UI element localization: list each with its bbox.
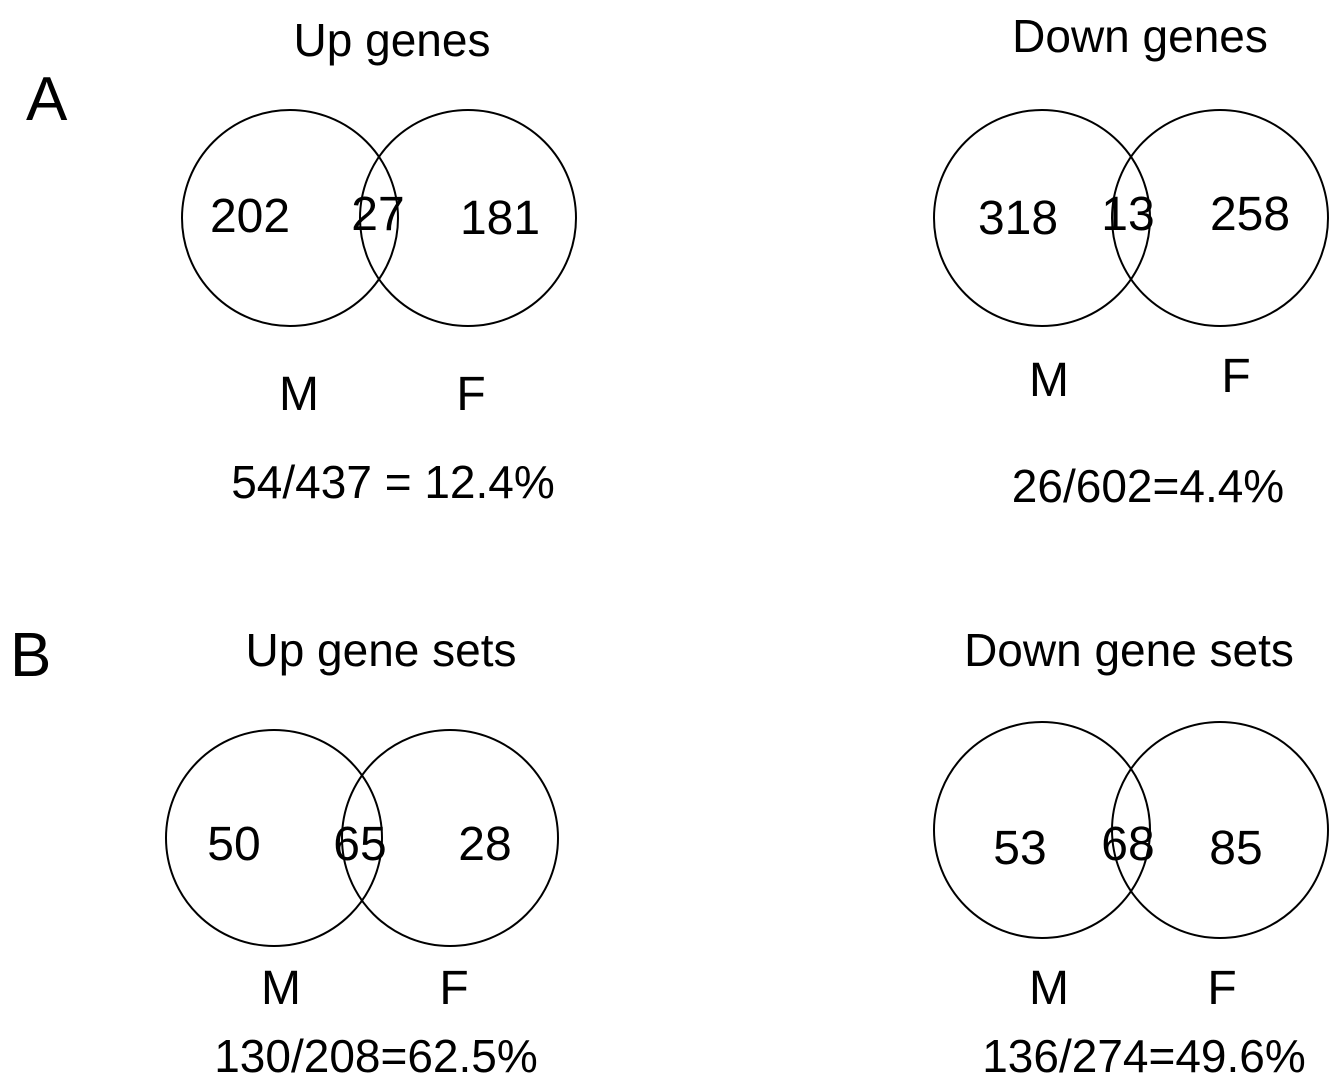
venn-a-down-overlap: 13 bbox=[1101, 188, 1154, 241]
venn-a-down-circle-f bbox=[1111, 109, 1329, 327]
venn-a-up-circle-m bbox=[181, 109, 399, 327]
venn-a-down-circle-m bbox=[933, 109, 1151, 327]
venn-b-down-circle-m bbox=[933, 721, 1151, 939]
panel-a: A Up genes 202 27 181 M F 54/437 = 12.4%… bbox=[26, 10, 1329, 512]
venn-a-up-label-m: M bbox=[279, 368, 319, 421]
venn-a-up-ratio: 54/437 = 12.4% bbox=[231, 456, 555, 508]
venn-b-up-m-only: 50 bbox=[207, 818, 260, 871]
venn-b-up-f-only: 28 bbox=[458, 818, 511, 871]
venn-b-up-title: Up gene sets bbox=[245, 624, 516, 676]
venn-b-down-circle-f bbox=[1111, 721, 1329, 939]
venn-b-up-circle-f bbox=[341, 729, 559, 947]
venn-b-down-m-only: 53 bbox=[993, 822, 1046, 875]
venn-a-down-ratio: 26/602=4.4% bbox=[1012, 460, 1284, 512]
venn-b-down-label-m: M bbox=[1029, 962, 1069, 1015]
panel-b-letter: B bbox=[10, 621, 51, 690]
venn-a-up-overlap: 27 bbox=[351, 188, 404, 241]
venn-a-up-m-only: 202 bbox=[210, 190, 290, 243]
venn-b-down-overlap: 68 bbox=[1101, 818, 1154, 871]
venn-a-down-label-f: F bbox=[1221, 350, 1250, 403]
venn-b-up-circle-m bbox=[165, 729, 383, 947]
venn-b-down-f-only: 85 bbox=[1209, 822, 1262, 875]
venn-a-down-label-m: M bbox=[1029, 354, 1069, 407]
venn-a-down: Down genes 318 13 258 M F 26/602=4.4% bbox=[933, 10, 1329, 512]
venn-a-up-title: Up genes bbox=[294, 14, 491, 66]
venn-a-down-title: Down genes bbox=[1012, 10, 1268, 62]
panel-b: B Up gene sets 50 65 28 M F 130/208=62.5… bbox=[10, 621, 1329, 1076]
venn-b-down-label-f: F bbox=[1207, 962, 1236, 1015]
venn-b-up-ratio: 130/208=62.5% bbox=[214, 1030, 538, 1076]
venn-b-up-label-m: M bbox=[261, 962, 301, 1015]
venn-b-up: Up gene sets 50 65 28 M F 130/208=62.5% bbox=[165, 624, 559, 1076]
venn-a-up-f-only: 181 bbox=[460, 192, 540, 245]
venn-a-up-label-f: F bbox=[456, 368, 485, 421]
venn-a-down-f-only: 258 bbox=[1210, 188, 1290, 241]
venn-b-down: Down gene sets 53 68 85 M F 136/274=49.6… bbox=[933, 624, 1329, 1076]
venn-a-up-circle-f bbox=[359, 109, 577, 327]
venn-b-down-title: Down gene sets bbox=[964, 624, 1294, 676]
venn-b-down-ratio: 136/274=49.6% bbox=[982, 1030, 1306, 1076]
venn-a-down-m-only: 318 bbox=[978, 192, 1058, 245]
venn-b-up-overlap: 65 bbox=[333, 818, 386, 871]
venn-b-up-label-f: F bbox=[439, 962, 468, 1015]
panel-a-letter: A bbox=[26, 65, 68, 134]
venn-a-up: Up genes 202 27 181 M F 54/437 = 12.4% bbox=[181, 14, 577, 508]
